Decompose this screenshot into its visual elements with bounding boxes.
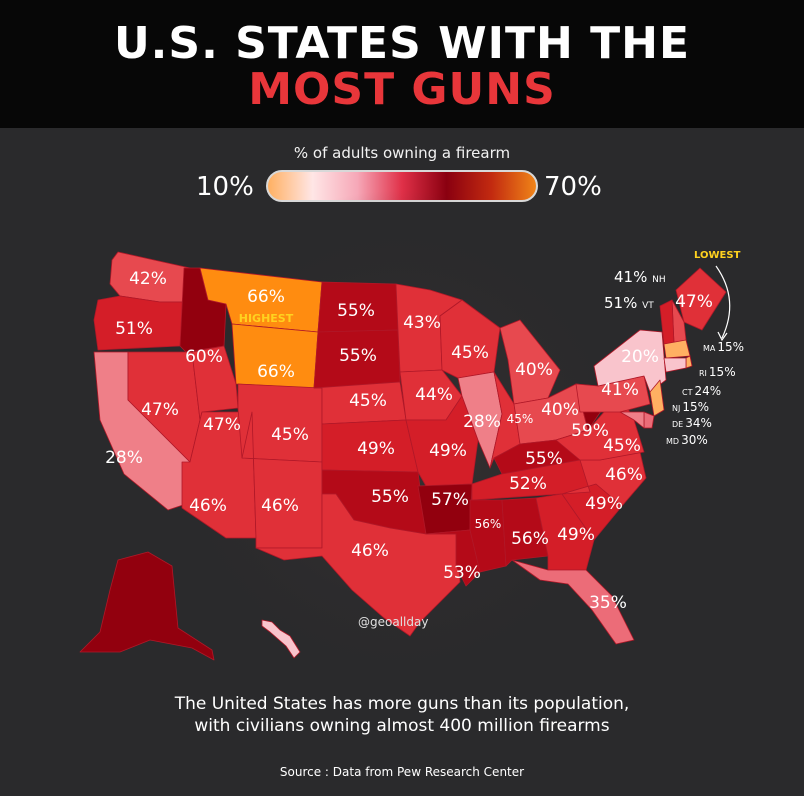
label-nv: 47% bbox=[141, 400, 179, 420]
label-ne: 45% bbox=[349, 391, 387, 411]
state-hi bbox=[261, 619, 301, 659]
label-wi: 45% bbox=[451, 343, 489, 363]
label-mt: 66% bbox=[247, 287, 285, 307]
label-id: 60% bbox=[185, 347, 223, 367]
label-ca: 28% bbox=[105, 448, 143, 468]
legend-min-label: 10% bbox=[196, 172, 254, 202]
label-mn: 43% bbox=[403, 313, 441, 333]
label-ky: 55% bbox=[525, 449, 563, 469]
label-ct: CT 24% bbox=[682, 384, 722, 398]
label-vt: 51% VT bbox=[604, 294, 654, 312]
label-fl: 35% bbox=[589, 593, 627, 613]
label-or: 51% bbox=[115, 319, 153, 339]
label-ny: 20% bbox=[621, 347, 659, 367]
label-oh: 40% bbox=[541, 400, 579, 420]
label-tx: 46% bbox=[351, 541, 389, 561]
label-sc: 49% bbox=[585, 494, 623, 514]
state-ms bbox=[469, 499, 507, 573]
state-ri bbox=[685, 355, 693, 369]
legend-max-label: 70% bbox=[544, 172, 602, 202]
state-tx bbox=[255, 493, 461, 637]
label-nd: 55% bbox=[337, 301, 375, 321]
label-ia: 44% bbox=[415, 385, 453, 405]
label-ms: 56% bbox=[475, 517, 502, 531]
label-nc: 46% bbox=[605, 465, 643, 485]
label-wy: 66% bbox=[257, 362, 295, 382]
label-me: 47% bbox=[675, 292, 713, 312]
state-ak bbox=[79, 551, 215, 661]
source-text: Source : Data from Pew Research Center bbox=[279, 765, 525, 779]
label-mo: 49% bbox=[429, 441, 467, 461]
lowest-callout: LOWEST bbox=[694, 250, 741, 261]
state-nj bbox=[649, 379, 665, 417]
state-ct bbox=[663, 357, 687, 373]
label-ut: 47% bbox=[203, 415, 241, 435]
label-ar: 57% bbox=[431, 490, 469, 510]
label-la: 53% bbox=[443, 563, 481, 583]
label-co: 45% bbox=[271, 425, 309, 445]
label-va: 45% bbox=[603, 436, 641, 456]
title-line-1: U.S. STATES WITH THE bbox=[113, 18, 691, 69]
label-ok: 55% bbox=[371, 487, 409, 507]
label-nj: NJ 15% bbox=[672, 400, 710, 414]
label-wv: 59% bbox=[571, 421, 609, 441]
label-pa: 41% bbox=[601, 380, 639, 400]
state-fl bbox=[511, 559, 635, 645]
credit-handle: @geoallday bbox=[358, 615, 429, 629]
label-il: 28% bbox=[463, 412, 501, 432]
label-mi: 40% bbox=[515, 360, 553, 380]
label-ri: RI 15% bbox=[699, 365, 736, 379]
state-mo bbox=[405, 395, 479, 487]
note-line-1: The United States has more guns than its… bbox=[174, 694, 630, 714]
legend-title: % of adults owning a firearm bbox=[293, 144, 511, 162]
label-de: DE 34% bbox=[672, 416, 712, 430]
highest-tag: HIGHEST bbox=[239, 312, 294, 325]
label-az: 46% bbox=[189, 496, 227, 516]
label-ks: 49% bbox=[357, 439, 395, 459]
label-tn: 52% bbox=[509, 474, 547, 494]
note-line-2: with civilians owning almost 400 million… bbox=[194, 716, 610, 736]
title-banner: U.S. STATES WITH THE MOST GUNS bbox=[0, 0, 804, 128]
label-sd: 55% bbox=[339, 346, 377, 366]
label-wa: 42% bbox=[129, 269, 167, 289]
state-md bbox=[619, 411, 645, 429]
label-ga: 49% bbox=[557, 525, 595, 545]
label-nh: 41% NH bbox=[614, 268, 666, 286]
state-al bbox=[501, 497, 549, 567]
label-nm: 46% bbox=[261, 496, 299, 516]
label-in: 45% bbox=[507, 412, 534, 426]
title-line-2: MOST GUNS bbox=[248, 64, 556, 115]
label-al: 56% bbox=[511, 529, 549, 549]
state-me bbox=[675, 267, 727, 331]
label-md: MD 30% bbox=[666, 433, 708, 447]
label-ma: MA 15% bbox=[703, 340, 745, 354]
